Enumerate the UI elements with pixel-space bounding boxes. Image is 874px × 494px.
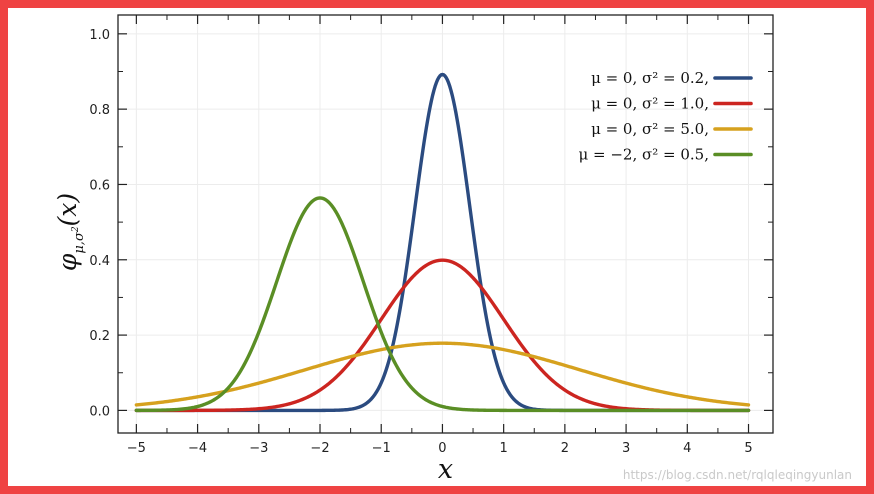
x-tick-label: −4: [188, 441, 207, 456]
y-tick-label: 0.6: [89, 178, 110, 193]
y-tick-label: 0.2: [89, 329, 110, 344]
y-tick-label: 0.8: [89, 103, 110, 118]
legend-label-1: μ = 0, σ² = 1.0,: [591, 95, 709, 113]
series-curves: [134, 72, 751, 413]
axis-ticks: −5 −4 −3 −2 −1 0 1 2 3 4 5 0.0 0.2 0.4 0.6 0.8 1.0: [89, 15, 773, 456]
legend: μ = 0, σ² = 0.2, μ = 0, σ² = 1.0, μ = 0, σ…: [579, 69, 753, 164]
x-tick-label: 5: [744, 441, 752, 456]
y-axis-label: φμ,σ2(x): [53, 193, 87, 271]
series-line-3: [134, 196, 751, 413]
x-tick-label: 3: [622, 441, 630, 456]
y-tick-label: 1.0: [89, 28, 110, 43]
x-axis-label: x: [438, 454, 453, 485]
x-tick-label: 1: [500, 441, 508, 456]
x-tick-label: 4: [683, 441, 691, 456]
x-tick-label: −5: [127, 441, 146, 456]
x-tick-label: −3: [249, 441, 268, 456]
x-tick-label: −1: [372, 441, 391, 456]
series-line-2: [134, 341, 751, 407]
plot-frame: [117, 14, 774, 434]
y-tick-label: 0.4: [89, 254, 110, 269]
watermark: https://blog.csdn.net/rqlqleqingyunlan: [622, 468, 852, 482]
svg-text:φμ,σ2(x): φμ,σ2(x): [53, 193, 87, 271]
x-tick-label: −2: [310, 441, 329, 456]
legend-label-3: μ = −2, σ² = 0.5,: [579, 146, 709, 164]
grid-lines: [118, 15, 773, 433]
plot-area: [118, 15, 773, 433]
y-tick-label: 0.0: [89, 404, 110, 419]
legend-label-0: μ = 0, σ² = 0.2,: [591, 69, 709, 87]
x-tick-label: 0: [438, 441, 446, 456]
legend-label-2: μ = 0, σ² = 5.0,: [591, 120, 709, 138]
x-tick-label: 2: [561, 441, 569, 456]
